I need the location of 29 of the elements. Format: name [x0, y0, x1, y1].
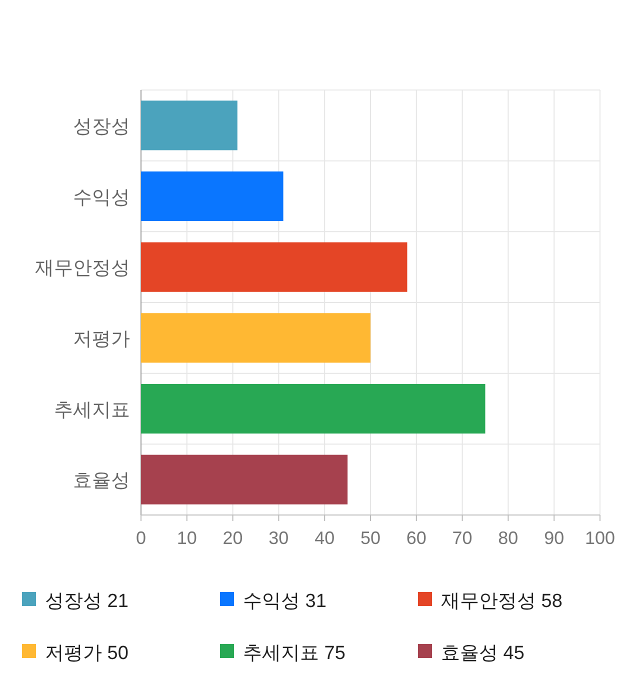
x-tick-label: 60: [406, 528, 426, 548]
y-tick-label: 추세지표: [54, 400, 130, 421]
x-tick-label: 10: [176, 528, 197, 548]
x-tick-label: 0: [136, 528, 146, 548]
y-tick-label: 성장성: [73, 116, 130, 138]
legend-label: 저평가 50: [45, 643, 128, 664]
x-tick-label: 40: [314, 528, 335, 548]
x-tick-label: 20: [222, 528, 243, 548]
legend-item: 추세지표 75: [220, 643, 346, 664]
x-tick-label: 70: [452, 528, 472, 548]
x-tick-label: 90: [544, 528, 564, 548]
x-tick-label: 100: [584, 528, 616, 548]
legend-label: 수익성 31: [243, 591, 326, 612]
y-tick-label: 수익성: [73, 187, 130, 208]
legend-item: 저평가 50: [22, 643, 128, 664]
legend-label: 성장성 21: [45, 591, 128, 612]
y-tick-label: 재무안정성: [35, 258, 130, 280]
legend-label: 추세지표 75: [243, 643, 346, 664]
legend-label: 효율성 45: [441, 643, 524, 664]
y-tick-label: 저평가: [73, 328, 130, 350]
x-tick-label: 30: [268, 528, 289, 548]
legend-item: 재무안정성 58: [418, 591, 562, 612]
y-tick-label: 효율성: [73, 470, 130, 492]
x-tick-label: 80: [498, 528, 518, 548]
legend-item: 성장성 21: [22, 591, 128, 612]
x-tick-label: 50: [360, 528, 381, 548]
legend-label: 재무안정성 58: [441, 591, 562, 612]
legend-item: 효율성 45: [418, 643, 524, 664]
legend-item: 수익성 31: [220, 591, 326, 612]
